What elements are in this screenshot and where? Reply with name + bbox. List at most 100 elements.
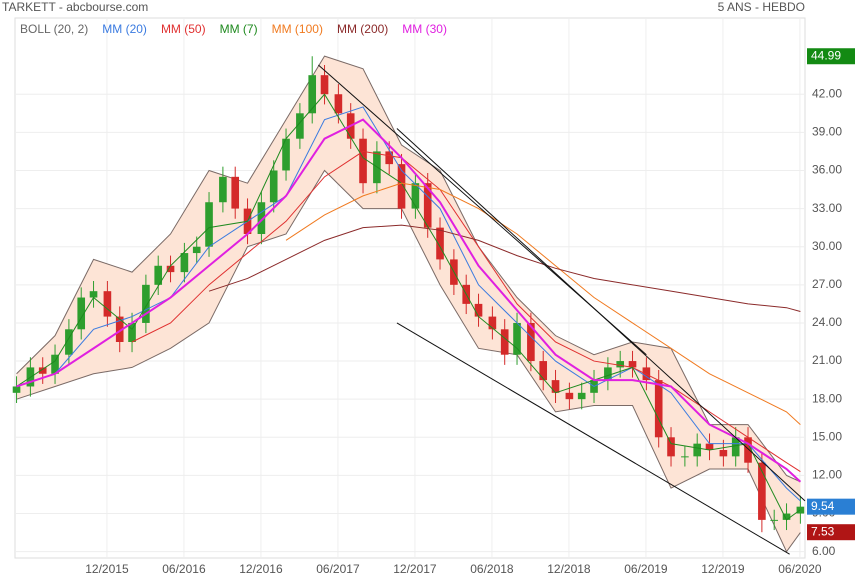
x-tick-label: 06/2020 [778, 562, 822, 576]
y-tick-label: 21.00 [812, 353, 842, 367]
bollinger-band-fill [16, 56, 801, 552]
candle-body [142, 284, 150, 323]
y-tick-label: 39.00 [812, 125, 842, 139]
legend-entry: MM (200) [337, 22, 388, 36]
candle-body [115, 316, 124, 342]
plot-frame [14, 17, 806, 559]
candle-body [385, 151, 394, 165]
chart-title: TARKETT - abcbourse.com [2, 0, 148, 14]
y-tick-label: 24.00 [812, 315, 842, 329]
candle-body [231, 176, 240, 209]
price-badge-label: 9.54 [811, 499, 835, 513]
y-tick-label: 12.00 [812, 468, 842, 482]
price-badge-label: 44.99 [811, 48, 841, 62]
y-tick-label: 27.00 [812, 277, 842, 291]
candle-body [77, 297, 86, 330]
bollinger-lower [16, 169, 801, 553]
moving-average-line [208, 224, 801, 312]
x-tick-label: 06/2016 [162, 562, 206, 576]
candle-body [782, 513, 791, 520]
candle-body [654, 380, 663, 438]
candle-body [770, 519, 779, 521]
candle-body [334, 94, 343, 114]
candle-body [89, 291, 98, 298]
candle-body [628, 361, 637, 368]
candle-body [257, 202, 266, 234]
candle-body [500, 329, 509, 355]
candle-body [166, 265, 175, 273]
candle-body [758, 462, 766, 520]
candle-body [154, 265, 163, 285]
trend-line [396, 322, 790, 555]
y-tick-label: 18.00 [812, 391, 842, 405]
candle-body [667, 437, 675, 457]
candle-body [705, 443, 714, 450]
legend-entry: BOLL (20, 2) [20, 22, 88, 36]
chart-subtitle: 5 ANS - HEBDO [718, 0, 805, 14]
candle-body [320, 75, 329, 95]
price-badge [807, 498, 855, 515]
candle-body [205, 202, 213, 247]
y-tick-label: 15.00 [812, 429, 842, 443]
legend-entry: MM (30) [402, 22, 447, 36]
candle-body [219, 176, 227, 203]
candle-body [359, 138, 367, 184]
candle-body [296, 113, 304, 139]
candle-body [103, 291, 112, 317]
x-tick-label: 12/2018 [547, 562, 591, 576]
price-badge-label: 7.53 [811, 524, 835, 538]
y-tick-label: 30.00 [812, 239, 842, 253]
candle-body [38, 367, 47, 374]
moving-average-line [285, 182, 801, 425]
candle-body [397, 164, 406, 209]
price-badge [807, 524, 855, 541]
candle-body [65, 329, 73, 355]
candle-body [681, 456, 689, 458]
candle-body [719, 450, 728, 457]
candle-body [616, 361, 625, 368]
trend-line [396, 128, 806, 502]
y-tick-label: 33.00 [812, 201, 842, 215]
x-tick-label: 12/2017 [393, 562, 437, 576]
moving-average-line [16, 106, 801, 502]
candle-body [436, 227, 444, 260]
candle-body [308, 75, 317, 114]
candle-body [192, 246, 201, 254]
candle-body [744, 437, 752, 463]
candle-body [577, 392, 586, 400]
y-tick-label: 6.00 [812, 544, 836, 558]
y-tick-label: 36.00 [812, 163, 842, 177]
candle-body [731, 437, 740, 457]
moving-average-line [131, 150, 801, 473]
x-tick-label: 06/2017 [316, 562, 360, 576]
legend-entry: MM (20) [102, 22, 147, 36]
candle-body [474, 303, 483, 317]
x-tick-label: 12/2015 [85, 562, 129, 576]
legend-entry: MM (50) [161, 22, 206, 36]
x-tick-label: 12/2016 [239, 562, 283, 576]
candle-body [527, 322, 535, 362]
legend-entry: MM (100) [272, 22, 323, 36]
y-tick-label: 42.00 [812, 86, 842, 100]
candle-body [565, 392, 574, 400]
candle-body [128, 322, 136, 342]
candle-body [604, 367, 612, 381]
x-tick-label: 06/2018 [470, 562, 514, 576]
candle-body [551, 380, 560, 393]
candle-body [488, 316, 497, 330]
x-tick-label: 12/2019 [701, 562, 745, 576]
candle-body [411, 183, 420, 209]
x-tick-label: 06/2019 [624, 562, 668, 576]
candle-body [513, 322, 521, 355]
candle-body [282, 138, 290, 171]
price-badge [807, 48, 855, 65]
candle-body [12, 386, 21, 393]
moving-average-line [16, 93, 801, 521]
candle-body [180, 253, 189, 273]
candle-body [693, 443, 702, 457]
candle-body [423, 183, 432, 228]
candle-body [269, 170, 278, 203]
bollinger-upper [16, 55, 801, 483]
candle-body [51, 354, 59, 374]
